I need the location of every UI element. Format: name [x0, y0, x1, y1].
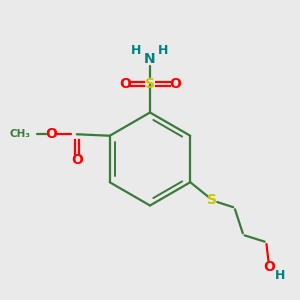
Text: S: S	[145, 77, 155, 91]
Text: O: O	[71, 153, 83, 167]
Text: N: N	[144, 52, 156, 66]
Text: H: H	[275, 269, 286, 282]
Text: CH₃: CH₃	[9, 129, 30, 139]
Text: O: O	[169, 77, 181, 91]
Text: O: O	[45, 127, 57, 141]
Text: O: O	[263, 260, 275, 274]
Text: H: H	[158, 44, 169, 58]
Text: S: S	[207, 193, 217, 207]
Text: H: H	[131, 44, 142, 58]
Text: O: O	[119, 77, 131, 91]
